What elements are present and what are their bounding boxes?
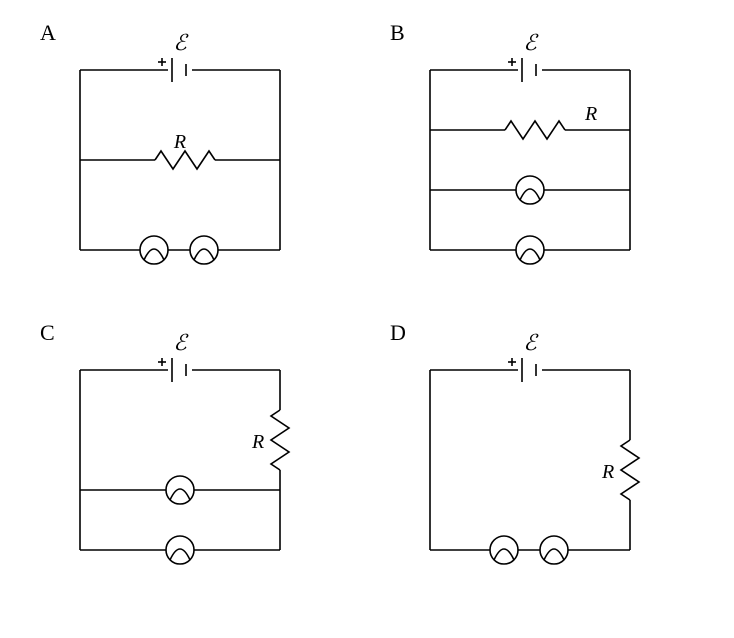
circuit-A: A (40, 20, 330, 280)
circuit-C: C (40, 320, 330, 580)
panel-label-A: A (40, 20, 56, 46)
circuit-D: D (390, 320, 680, 580)
panel-label-B: B (390, 20, 405, 46)
circuit-B: B (390, 20, 680, 280)
circuit-B-svg: ℰ R (390, 20, 670, 280)
circuit-D-svg: ℰ R (390, 320, 670, 580)
panel-label-D: D (390, 320, 406, 346)
panel-label-C: C (40, 320, 55, 346)
circuit-A-svg: ℰ R (40, 20, 320, 280)
circuit-C-svg: ℰ R (40, 320, 320, 580)
circuit-grid: A (40, 20, 680, 580)
emf-symbol: ℰ (173, 330, 189, 355)
resistor-label: R (601, 461, 614, 483)
resistor-label: R (251, 431, 264, 453)
resistor-label: R (173, 131, 186, 153)
resistor-label: R (584, 103, 597, 125)
emf-symbol: ℰ (173, 30, 189, 55)
emf-symbol: ℰ (523, 330, 539, 355)
emf-symbol: ℰ (523, 30, 539, 55)
